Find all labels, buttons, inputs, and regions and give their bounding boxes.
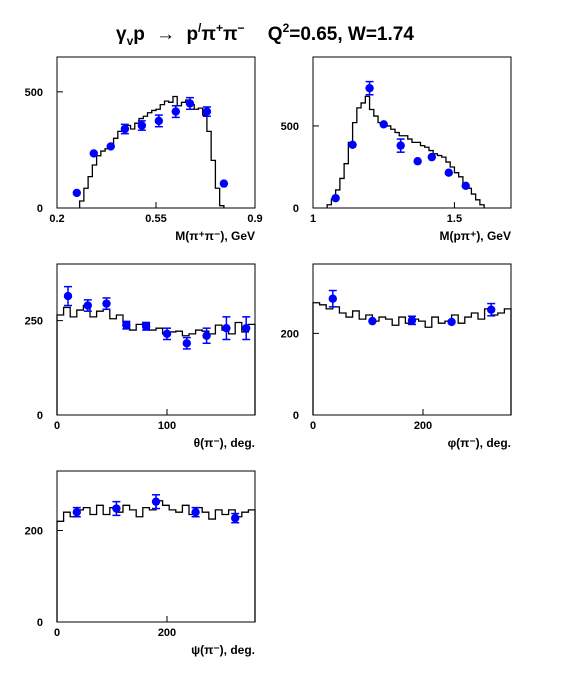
histogram-line [326, 95, 485, 208]
title-prime: / [198, 21, 202, 35]
x-axis-label: M(pπ⁺), GeV [439, 229, 511, 243]
title-gamma-subscript: v [127, 34, 134, 48]
data-point [331, 193, 340, 203]
y-tick-label: 0 [37, 617, 43, 629]
x-tick-label: 200 [158, 627, 176, 639]
data-point [231, 513, 240, 523]
title-gamma: γ [116, 24, 127, 45]
title-pi-plus-sup: + [216, 21, 223, 35]
plot-title: γvp → p/π+π− Q2=0.65, W=1.74 [116, 16, 414, 48]
data-point [72, 507, 82, 517]
data-point [447, 317, 456, 327]
x-tick-label: 1.5 [447, 213, 462, 225]
title-pi-plus: π [201, 24, 216, 45]
data-point [368, 316, 377, 326]
title-pi-minus-sup: − [238, 21, 245, 35]
title-final-proton: p [186, 24, 198, 45]
data-point [202, 107, 212, 116]
y-tick-label: 500 [281, 121, 299, 133]
plot-frame [56, 470, 256, 623]
panel-psi: 0 200 0 200 ψ(π⁻), deg. [25, 470, 256, 657]
x-tick-label: 0.9 [247, 213, 262, 225]
panel-theta: 0 100 0 250 θ(π⁻), deg. [25, 263, 256, 450]
x-axis-label: M(π⁺π⁻), GeV [175, 229, 255, 243]
data-point [396, 141, 405, 150]
data-point [72, 188, 82, 198]
data-point [106, 142, 115, 151]
data-point [162, 329, 172, 339]
data-point [407, 316, 417, 325]
x-tick-label: 0.2 [49, 213, 64, 225]
title-arrow: → [156, 24, 175, 45]
data-point [120, 124, 130, 134]
panel-m-ppiplus: 1 1.5 0 500 M(pπ⁺), GeV [281, 56, 512, 243]
x-tick-label: 1 [310, 213, 316, 225]
data-point [141, 322, 151, 331]
title-q-sup: 2 [283, 21, 290, 35]
x-axis-label: φ(π⁻), deg. [448, 436, 511, 450]
data-point [461, 181, 470, 191]
title-kinematics: =0.65, W=1.74 [289, 24, 414, 45]
title-proton: p [133, 24, 145, 45]
y-tick-label: 0 [293, 203, 299, 215]
data-point [222, 323, 231, 333]
y-tick-label: 0 [37, 203, 43, 215]
y-tick-label: 500 [25, 87, 43, 99]
data-point [191, 507, 200, 517]
panel-phi: 0 200 0 200 φ(π⁻), deg. [281, 263, 512, 450]
data-point [83, 301, 93, 310]
histogram-line [56, 500, 256, 622]
y-tick-label: 250 [25, 316, 43, 328]
y-tick-label: 200 [25, 525, 43, 537]
title-q: Q [268, 24, 283, 45]
histogram-line [56, 304, 256, 415]
data-point [151, 497, 161, 506]
panel-m-pipi: 0.2 0.55 0.9 0 500 M(π⁺π⁻), GeV [25, 56, 263, 243]
x-axis-label: ψ(π⁻), deg. [191, 643, 255, 657]
x-tick-label: 0 [54, 627, 60, 639]
y-tick-label: 0 [293, 410, 299, 422]
x-tick-label: 0 [310, 420, 316, 432]
data-point [348, 140, 357, 150]
data-point [112, 504, 121, 513]
data-point [185, 99, 195, 108]
data-point [365, 83, 374, 93]
x-tick-label: 0 [54, 420, 60, 432]
data-point [413, 157, 422, 166]
data-point [89, 149, 98, 158]
histogram-line [78, 95, 225, 208]
data-point [154, 116, 164, 126]
x-tick-label: 0.55 [145, 213, 166, 225]
data-point [171, 107, 180, 116]
data-point [328, 294, 337, 303]
data-point [102, 299, 111, 308]
data-point [202, 331, 211, 340]
data-point [379, 120, 388, 129]
data-point [182, 339, 191, 348]
data-point [242, 323, 251, 333]
data-point [137, 121, 147, 130]
y-tick-label: 0 [37, 410, 43, 422]
data-point [63, 291, 73, 301]
data-point [444, 168, 453, 177]
data-point [487, 305, 496, 314]
data-point [219, 179, 229, 188]
plot-frame [312, 56, 512, 209]
x-axis-label: θ(π⁻), deg. [194, 436, 255, 450]
data-point [122, 320, 131, 330]
title-pi-minus: π [223, 24, 238, 45]
x-tick-label: 100 [158, 420, 176, 432]
x-tick-label: 200 [414, 420, 432, 432]
data-point [427, 152, 436, 162]
y-tick-label: 200 [281, 328, 299, 340]
plot-frame [312, 263, 512, 416]
